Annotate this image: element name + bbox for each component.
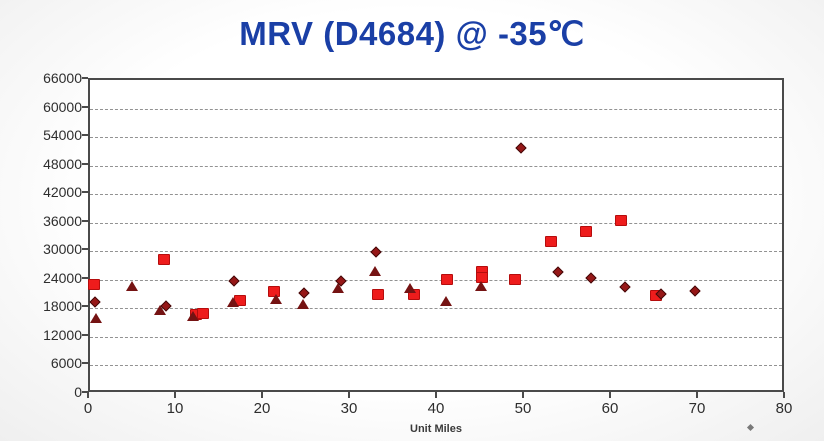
dark-triangle-samples-point <box>331 283 344 294</box>
y-tick-label: 6000 <box>50 355 82 372</box>
dark-diamond-samples-point <box>370 246 382 258</box>
dark-triangle-samples-point <box>186 311 199 322</box>
x-tick-label: 80 <box>775 400 793 417</box>
y-tick-label: 42000 <box>43 184 82 201</box>
x-tick-label: 0 <box>83 400 93 417</box>
dark-diamond-samples-point <box>688 285 701 297</box>
x-tick-label: 10 <box>166 400 184 417</box>
x-axis-label: Unit Miles <box>410 423 462 435</box>
plot-area <box>88 78 784 392</box>
x-tick-mark <box>696 392 698 398</box>
y-tick-mark <box>82 134 88 137</box>
y-tick-mark <box>82 362 88 365</box>
gridline-y-48000 <box>90 165 782 167</box>
dark-triangle-samples-point <box>474 281 487 291</box>
x-tick-mark <box>348 392 350 398</box>
dark-diamond-samples-point <box>298 286 310 299</box>
x-tick-mark <box>522 392 524 398</box>
y-tick-mark <box>82 391 88 393</box>
gridline-y-12000 <box>90 336 782 338</box>
y-tick-mark <box>82 105 88 108</box>
x-tick-label: 20 <box>253 400 271 417</box>
y-tick-label: 12000 <box>43 326 82 343</box>
x-tick-label: 70 <box>688 400 706 417</box>
dark-diamond-samples-point <box>619 281 631 293</box>
dark-triangle-samples-point <box>226 296 239 307</box>
dark-diamond-samples-point <box>227 275 240 287</box>
y-tick-mark <box>82 248 88 251</box>
gridline-y-30000 <box>90 251 782 253</box>
dark-triangle-samples-point <box>270 293 283 304</box>
gridline-y-60000 <box>90 108 782 110</box>
y-tick-label: 18000 <box>43 298 82 315</box>
x-tick-mark <box>261 392 263 398</box>
x-tick-mark <box>435 392 437 398</box>
gridline-y-24000 <box>90 279 782 281</box>
red-square-samples-point <box>371 288 384 300</box>
y-tick-label: 0 <box>74 384 82 400</box>
dark-diamond-samples-point <box>552 266 564 278</box>
dark-triangle-samples-point <box>154 305 167 316</box>
dark-triangle-samples-point <box>90 313 103 324</box>
y-tick-mark <box>82 77 88 79</box>
x-tick-label: 40 <box>427 400 445 417</box>
x-tick-mark <box>87 392 89 398</box>
red-square-samples-point <box>88 279 101 291</box>
y-tick-label: 54000 <box>43 127 82 144</box>
y-tick-mark <box>82 219 88 222</box>
dark-triangle-samples-point <box>297 299 310 310</box>
x-tick-mark <box>783 392 785 398</box>
dark-triangle-samples-point <box>439 295 452 306</box>
dark-triangle-samples-point <box>404 282 417 293</box>
y-tick-label: 66000 <box>43 70 82 86</box>
x-tick-mark <box>609 392 611 398</box>
x-tick-label: 30 <box>340 400 358 417</box>
stray-cursor-marker <box>746 423 755 432</box>
red-square-samples-point <box>579 225 592 237</box>
gridline-y-6000 <box>90 365 782 367</box>
red-square-samples-point <box>197 308 210 320</box>
y-tick-mark <box>82 276 88 279</box>
red-square-samples-point <box>440 274 453 286</box>
x-tick-label: 60 <box>601 400 619 417</box>
y-tick-label: 30000 <box>43 241 82 258</box>
dark-diamond-samples-point <box>514 141 527 154</box>
x-tick-label: 50 <box>514 400 532 417</box>
red-square-samples-point <box>545 236 558 248</box>
y-tick-mark <box>82 162 88 165</box>
x-tick-mark <box>174 392 176 398</box>
gridline-y-54000 <box>90 137 782 139</box>
y-tick-mark <box>82 305 88 308</box>
y-tick-label: 36000 <box>43 212 82 229</box>
gridline-y-42000 <box>90 194 782 196</box>
gridline-y-36000 <box>90 222 782 224</box>
red-square-samples-point <box>157 254 170 266</box>
red-square-samples-point <box>509 273 522 285</box>
dark-triangle-samples-point <box>369 265 382 276</box>
y-tick-label: 48000 <box>43 155 82 172</box>
y-tick-label: 60000 <box>43 98 82 115</box>
dark-diamond-samples-point <box>585 272 597 285</box>
dark-triangle-samples-point <box>125 280 138 291</box>
chart-title: MRV (D4684) @ -35℃ <box>239 15 585 52</box>
y-tick-mark <box>82 191 88 194</box>
y-tick-label: 24000 <box>43 269 82 286</box>
red-square-samples-point <box>614 214 627 226</box>
gridline-y-18000 <box>90 308 782 310</box>
dark-diamond-samples-point <box>89 296 101 308</box>
y-tick-mark <box>82 333 88 336</box>
